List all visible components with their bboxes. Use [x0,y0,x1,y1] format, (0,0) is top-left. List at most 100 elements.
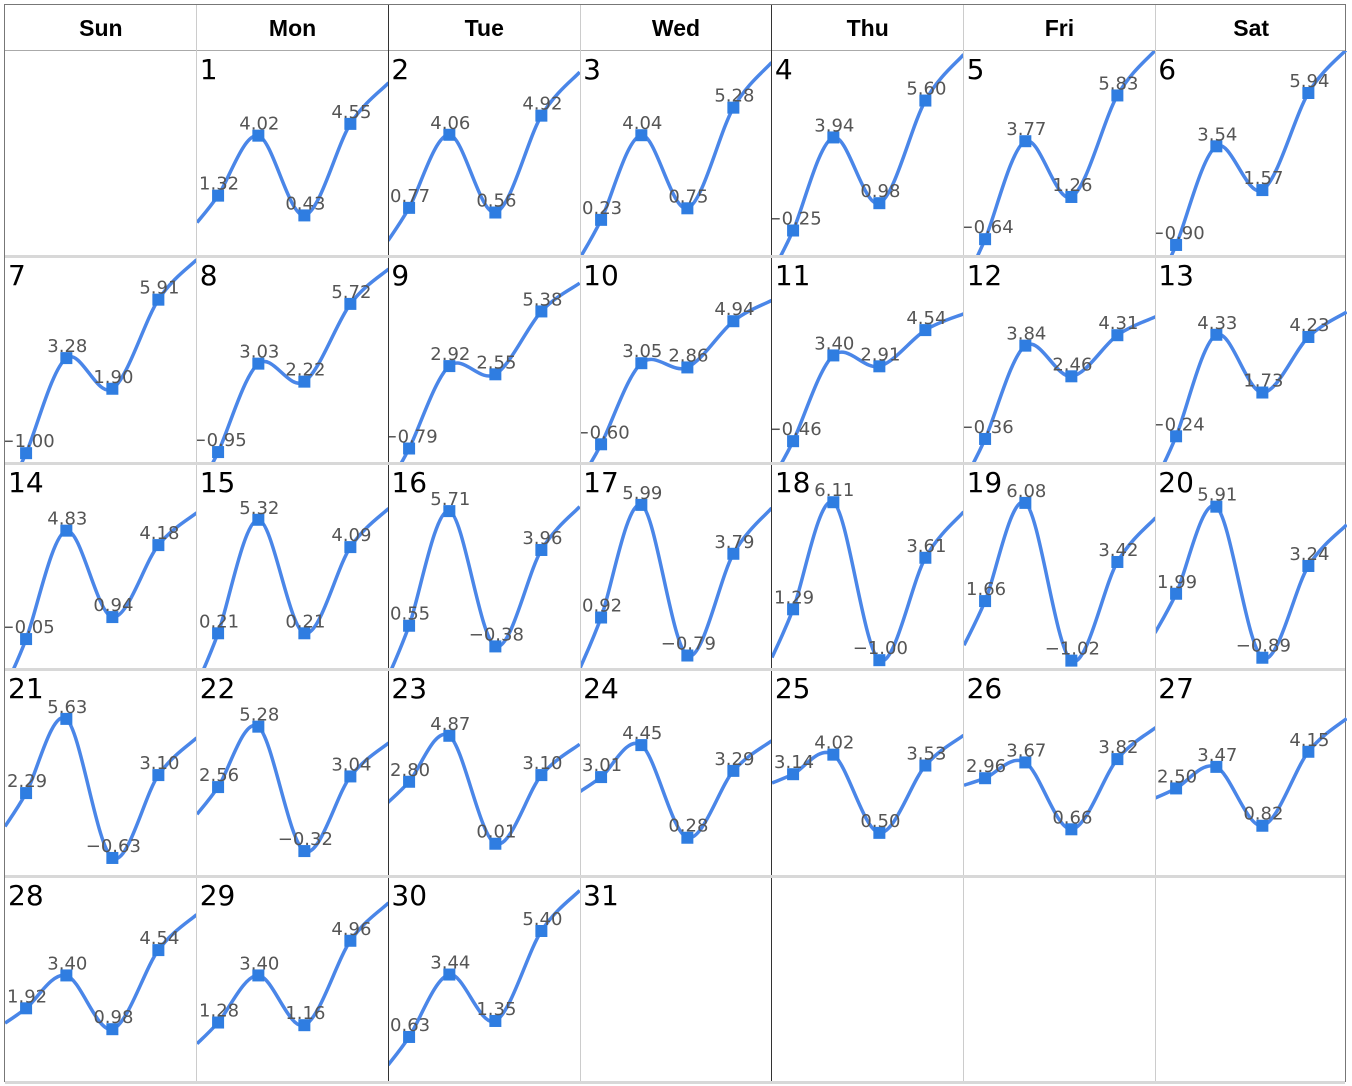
data-point[interactable] [727,765,740,778]
data-point[interactable] [595,438,608,451]
data-point[interactable] [252,969,265,982]
data-point[interactable] [1110,329,1123,342]
data-point[interactable] [211,189,224,202]
data-point[interactable] [106,383,119,396]
data-point[interactable] [919,324,932,337]
data-point[interactable] [443,128,456,141]
data-point[interactable] [211,781,224,794]
data-point[interactable] [443,729,456,742]
data-point[interactable] [1110,555,1123,568]
data-point[interactable] [1210,329,1223,342]
data-point[interactable] [535,769,548,782]
day-cell[interactable]: 24 3.01 4.45 0.28 3.29 [580,670,772,876]
data-point[interactable] [1302,86,1315,99]
data-point[interactable] [1256,184,1269,197]
data-point[interactable] [298,845,311,858]
data-point[interactable] [403,619,416,632]
data-point[interactable] [873,360,886,373]
data-point[interactable] [1064,190,1077,203]
data-point[interactable] [106,852,119,865]
data-point[interactable] [252,129,265,142]
data-point[interactable] [60,969,73,982]
data-point[interactable] [1018,756,1031,769]
data-point[interactable] [489,206,502,219]
day-cell[interactable]: 19 1.66 6.08 −1.02 3.42 [963,464,1156,670]
data-point[interactable] [827,131,840,144]
day-cell[interactable]: 25 3.14 4.02 0.50 3.53 [771,670,964,876]
data-point[interactable] [344,934,357,947]
data-point[interactable] [152,294,165,307]
data-point[interactable] [1210,761,1223,774]
data-point[interactable] [252,513,265,526]
data-point[interactable] [635,357,648,370]
day-cell[interactable]: 2 0.77 4.06 0.56 4.92 [388,51,581,257]
data-point[interactable] [60,524,73,537]
data-point[interactable] [344,770,357,783]
data-point[interactable] [60,713,73,726]
data-point[interactable] [635,739,648,752]
data-point[interactable] [1256,386,1269,399]
day-cell[interactable]: 22 2.56 5.28 −0.32 3.04 [196,670,389,876]
data-point[interactable] [1302,559,1315,572]
data-point[interactable] [873,653,886,666]
data-point[interactable] [1064,654,1077,667]
day-cell[interactable]: 11 −0.46 3.40 2.91 4.54 [772,257,964,464]
data-point[interactable] [919,94,932,107]
data-point[interactable] [978,594,991,607]
data-point[interactable] [1110,753,1123,766]
day-cell[interactable]: 27 2.50 3.47 0.82 4.15 [1155,670,1347,876]
data-point[interactable] [786,603,799,616]
day-cell[interactable]: 29 1.28 3.40 1.16 4.96 [196,877,389,1083]
data-point[interactable] [489,837,502,850]
data-point[interactable] [344,298,357,311]
data-point[interactable] [978,433,991,446]
data-point[interactable] [827,496,840,509]
data-point[interactable] [595,771,608,784]
data-point[interactable] [403,775,416,788]
data-point[interactable] [635,129,648,142]
data-point[interactable] [1018,496,1031,509]
data-point[interactable] [978,233,991,246]
day-cell[interactable]: 7 −1.00 3.28 1.90 5.91 [5,257,197,464]
day-cell[interactable]: 3 0.23 4.04 0.75 5.28 [580,51,772,258]
data-point[interactable] [827,748,840,761]
data-point[interactable] [827,349,840,362]
day-cell[interactable]: 5 −0.64 3.77 1.26 5.83 [964,51,1156,258]
data-point[interactable] [786,768,799,781]
data-point[interactable] [1110,89,1123,102]
data-point[interactable] [1302,331,1315,344]
data-point[interactable] [252,720,265,733]
data-point[interactable] [106,610,119,623]
data-point[interactable] [403,201,416,214]
data-point[interactable] [681,649,694,662]
data-point[interactable] [20,1001,33,1014]
data-point[interactable] [344,117,357,130]
data-point[interactable] [635,498,648,511]
data-point[interactable] [344,540,357,553]
data-point[interactable] [727,315,740,328]
data-point[interactable] [786,224,799,237]
data-point[interactable] [152,769,165,782]
data-point[interactable] [1064,823,1077,836]
data-point[interactable] [1210,500,1223,513]
data-point[interactable] [298,376,311,389]
data-point[interactable] [403,1030,416,1043]
day-cell[interactable]: 16 0.55 5.71 −0.38 3.96 [388,464,581,671]
day-cell[interactable]: 8 −0.95 3.03 2.22 5.72 [197,257,389,464]
data-point[interactable] [20,632,33,645]
day-cell[interactable]: 9 −0.79 2.92 2.55 5.38 [388,257,581,464]
data-point[interactable] [106,1022,119,1035]
data-point[interactable] [60,352,73,365]
data-point[interactable] [443,968,456,981]
day-cell[interactable]: 4 −0.25 3.94 0.98 5.60 [772,51,964,258]
data-point[interactable] [298,1018,311,1031]
data-point[interactable] [786,435,799,448]
data-point[interactable] [727,101,740,114]
data-point[interactable] [1018,135,1031,148]
day-cell[interactable]: 26 2.96 3.67 0.66 3.82 [963,670,1156,876]
data-point[interactable] [211,446,224,459]
data-point[interactable] [211,1016,224,1029]
day-cell[interactable]: 14 −0.05 4.83 0.94 4.18 [5,464,197,671]
day-cell[interactable]: 15 0.21 5.32 0.21 4.09 [197,464,389,671]
day-cell[interactable]: 10 −0.60 3.05 2.86 4.94 [580,257,772,464]
